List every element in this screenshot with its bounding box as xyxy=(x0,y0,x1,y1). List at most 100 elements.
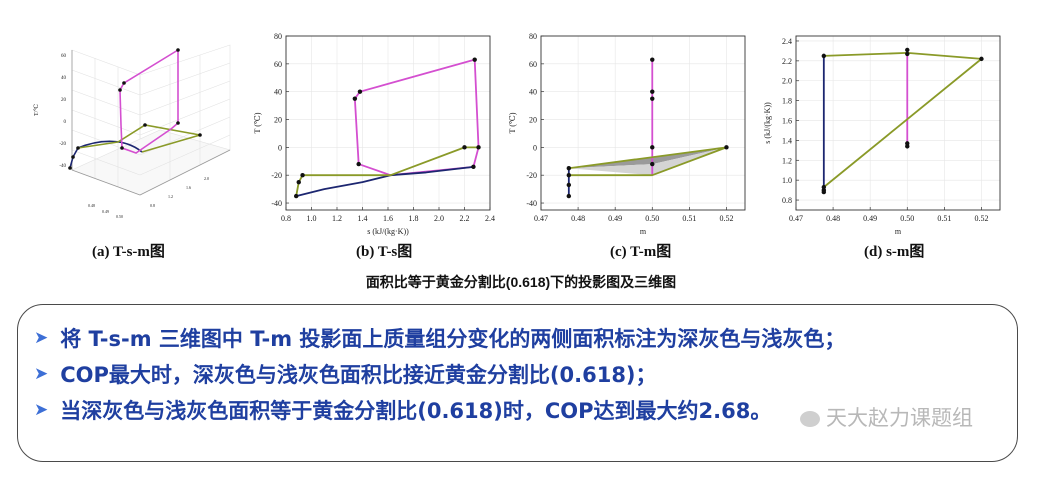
b-data-point xyxy=(357,89,363,94)
d-data-point xyxy=(979,56,984,62)
b-x-tick-label: 0.8 xyxy=(281,214,291,223)
b-y-tick-label: 20 xyxy=(274,116,282,125)
a-points xyxy=(68,48,202,170)
b-y-tick-label: -40 xyxy=(271,199,282,208)
b-data-point xyxy=(471,164,476,170)
b-x-tick-label: 1.2 xyxy=(332,214,342,223)
b-series-line xyxy=(353,58,480,177)
d-y-tick-label: 1.4 xyxy=(782,136,792,145)
a-x-tick-marks: 0.48 0.49 0.50 0.8 1.2 1.6 2.0 xyxy=(88,176,209,219)
b-data-point xyxy=(352,96,358,101)
svg-text:0.50: 0.50 xyxy=(116,214,123,219)
a-z-tick-label: 20 xyxy=(61,98,67,103)
d-x-tick-label: 0.48 xyxy=(826,214,840,223)
d-ylabel: s (kJ/(kg·K)) xyxy=(763,102,772,144)
b-data-point xyxy=(296,179,301,185)
b-y-tick-label: -20 xyxy=(271,171,282,180)
panel-b-ts-plot: 0.8 1.0 1.2 1.4 1.6 1.8 2.0 2.2 2.4 -40 -20 0 20 40 60… xyxy=(250,28,500,238)
d-x-tick-label: 0.52 xyxy=(974,214,988,223)
b-series-line xyxy=(295,165,474,197)
title-d: (d) s-m图 xyxy=(864,244,925,260)
a-z-ticks: 60 40 20 0 -20 -40 xyxy=(59,54,66,169)
b-data-point xyxy=(300,173,305,178)
c-data-point xyxy=(566,182,572,188)
b-data-point xyxy=(294,193,299,199)
chart-c: 0.47 0.48 0.49 0.50 0.51 0.52 -40 -20 0 20 40 60 80 m… xyxy=(508,32,746,236)
a-z-tick-label: -40 xyxy=(59,164,66,169)
d-data-point xyxy=(905,47,910,53)
d-y-tick-label: 2.2 xyxy=(782,57,792,66)
c-y-tick-label: -20 xyxy=(526,171,537,180)
wechat-icon xyxy=(800,411,820,427)
d-y-tick-label: 1.2 xyxy=(782,156,792,165)
d-y-tick-label: 0.8 xyxy=(782,196,792,205)
d-series-line xyxy=(823,52,983,188)
c-shaded-area xyxy=(568,147,727,176)
b-y-tick-label: 60 xyxy=(274,60,282,69)
d-x-tick-label: 0.49 xyxy=(863,214,877,223)
b-x-tick-label: 1.4 xyxy=(358,214,368,223)
c-y-tick-label: 20 xyxy=(529,116,537,125)
chart-a-3d: T/℃ 60 40 20 0 -20 -40 0.48 0.49 0.50 0.8 1.2 1.6… xyxy=(33,44,231,219)
c-frame xyxy=(540,35,746,211)
svg-text:1.2: 1.2 xyxy=(168,194,173,199)
a-z-tick-label: 60 xyxy=(61,54,67,59)
svg-text:1.6: 1.6 xyxy=(186,185,191,190)
d-data-point xyxy=(905,144,910,149)
b-y-tick-label: 0 xyxy=(278,143,282,152)
svg-text:2.0: 2.0 xyxy=(204,176,209,181)
d-y-tick-label: 2.4 xyxy=(782,37,792,46)
d-data-point xyxy=(821,53,827,59)
bullet-item: ➤ COP最大时，深灰色与浅灰色面积比接近黄金分割比(0.618)； xyxy=(34,356,845,392)
bullet-text: 将 T-s-m 三维图中 T-m 投影面上质量组分变化的两侧面积标注为深灰色与浅… xyxy=(60,327,846,351)
c-data-point xyxy=(566,173,572,178)
a-z-tick-label: 0 xyxy=(64,120,67,125)
bullet-item: ➤ 当深灰色与浅灰色面积等于黄金分割比(0.618)时，COP达到最大约2.68… xyxy=(34,392,845,428)
c-ylabel: T (℃) xyxy=(508,112,517,133)
c-data-point xyxy=(566,166,572,171)
triangle-arrow-icon: ➤ xyxy=(34,328,49,348)
c-series-line xyxy=(568,146,728,177)
svg-text:0.8: 0.8 xyxy=(150,203,155,208)
c-x-tick-label: 0.47 xyxy=(534,214,548,223)
b-x-tick-label: 1.8 xyxy=(409,214,419,223)
c-y-tick-label: 60 xyxy=(529,60,537,69)
d-data-point xyxy=(905,51,910,57)
b-y-tick-label: 40 xyxy=(274,88,282,97)
svg-text:0.49: 0.49 xyxy=(102,209,109,214)
panel-c-tm-plot: 0.47 0.48 0.49 0.50 0.51 0.52 -40 -20 0 20 40 60 80 m… xyxy=(505,28,755,238)
c-data-point xyxy=(650,57,655,62)
svg-text:0.48: 0.48 xyxy=(88,203,95,208)
a-z-tick-label: -20 xyxy=(59,142,66,147)
panel-d-sm-plot: 0.47 0.48 0.49 0.50 0.51 0.52 0.8 1.0 1.2 1.4 1.6 1… xyxy=(760,28,1010,238)
b-data-point xyxy=(356,161,361,167)
c-data-point xyxy=(650,145,655,150)
chart-b: 0.8 1.0 1.2 1.4 1.6 1.8 2.0 2.2 2.4 -40 -20 0 20 40 60… xyxy=(253,32,495,236)
watermark: 天大赵力课题组 xyxy=(800,402,973,432)
b-data-point xyxy=(462,145,467,150)
c-y-tick-label: 0 xyxy=(533,143,537,152)
a-zlabel: T/℃ xyxy=(33,104,40,116)
d-x-tick-label: 0.47 xyxy=(789,214,803,223)
b-data-point xyxy=(472,57,477,62)
triangle-arrow-icon: ➤ xyxy=(34,400,49,420)
b-x-tick-label: 2.0 xyxy=(434,214,444,223)
c-y-tick-label: 40 xyxy=(529,88,537,97)
watermark-text: 天大赵力课题组 xyxy=(826,406,973,430)
c-x-tick-label: 0.48 xyxy=(571,214,585,223)
title-b: (b) T-s图 xyxy=(356,244,413,260)
b-y-tick-label: 80 xyxy=(274,32,282,41)
bullet-text: COP最大时，深灰色与浅灰色面积比接近黄金分割比(0.618)； xyxy=(60,363,657,387)
triangle-arrow-icon: ➤ xyxy=(34,364,49,384)
grid-3d xyxy=(71,44,231,196)
c-data-point xyxy=(650,89,655,94)
d-y-tick-label: 1.8 xyxy=(782,97,792,106)
d-y-tick-label: 1.0 xyxy=(782,176,792,185)
c-x-tick-label: 0.50 xyxy=(645,214,659,223)
b-ylabel: T (℃) xyxy=(253,112,262,133)
b-xlabel: s (kJ/(kg·K)) xyxy=(367,227,409,236)
figure-caption: 面积比等于黄金分割比(0.618)下的投影图及三维图 xyxy=(365,274,677,290)
b-x-tick-label: 2.4 xyxy=(485,214,495,223)
d-data-point xyxy=(821,189,827,195)
c-x-tick-label: 0.52 xyxy=(719,214,733,223)
